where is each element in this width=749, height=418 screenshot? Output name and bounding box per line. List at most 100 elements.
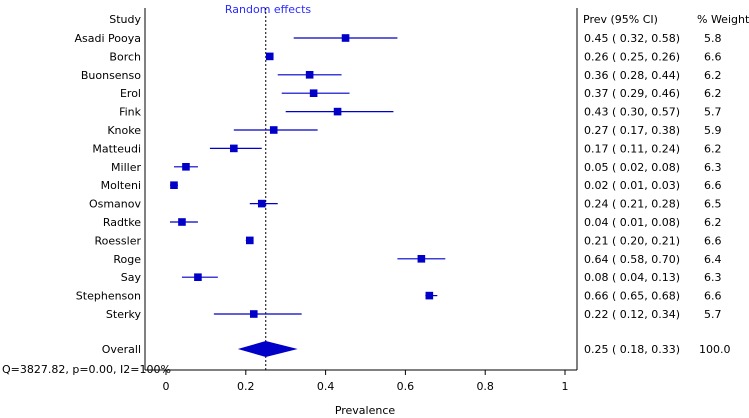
estimate-marker: [194, 273, 202, 281]
prev-ci-value: 0.43 ( 0.30, 0.57): [584, 106, 680, 119]
estimate-marker: [245, 236, 254, 245]
estimate-marker: [170, 181, 178, 189]
study-row: Buonsenso 0.36 ( 0.28, 0.44) 6.2: [81, 69, 722, 82]
study-name: Stephenson: [76, 290, 141, 303]
prev-ci-value: 0.02 ( 0.01, 0.03): [584, 179, 680, 192]
estimate-marker: [417, 255, 426, 263]
prev-ci-value: 0.08 ( 0.04, 0.13): [584, 271, 680, 284]
study-name: Buonsenso: [81, 69, 141, 82]
prev-ci-value: 0.26 ( 0.25, 0.26): [584, 50, 680, 63]
estimate-marker: [333, 107, 342, 116]
study-row: Osmanov 0.24 ( 0.21, 0.28) 6.5: [89, 198, 722, 211]
x-tick-label: 0.8: [476, 380, 494, 393]
prev-ci-value: 0.05 ( 0.02, 0.08): [584, 161, 680, 174]
study-row: Miller 0.05 ( 0.02, 0.08) 6.3: [111, 161, 721, 174]
prev-ci-value: 0.04 ( 0.01, 0.08): [584, 216, 680, 229]
overall-label: Overall: [102, 343, 141, 356]
study-name: Sterky: [106, 308, 142, 321]
x-tick-label: 0.6: [397, 380, 415, 393]
study-row: Fink 0.43 ( 0.30, 0.57) 5.7: [119, 106, 721, 119]
estimate-marker: [305, 71, 314, 79]
x-tick-label: 0: [163, 380, 170, 393]
estimate-marker: [178, 218, 186, 226]
estimate-marker: [230, 144, 238, 153]
weight-value: 5.7: [704, 106, 722, 119]
prev-ci-value: 0.27 ( 0.17, 0.38): [584, 124, 680, 137]
study-rows: Asadi Pooya 0.45 ( 0.32, 0.58) 5.8 Borch 0.2…: [75, 32, 722, 321]
study-row: Erol 0.37 ( 0.29, 0.46) 6.2: [120, 87, 722, 100]
study-row: Borch 0.26 ( 0.25, 0.26) 6.6: [109, 50, 721, 63]
x-tick-label: 1: [562, 380, 569, 393]
estimate-marker: [341, 34, 350, 42]
study-row: Say 0.08 ( 0.04, 0.13) 6.3: [121, 271, 722, 284]
weight-header: % Weight: [697, 13, 749, 26]
overall-prev-ci-value: 0.25 ( 0.18, 0.33): [584, 343, 680, 356]
prev-ci-value: 0.22 ( 0.12, 0.34): [584, 308, 680, 321]
weight-value: 6.2: [704, 216, 722, 229]
estimate-marker: [309, 89, 318, 97]
estimate-marker: [425, 291, 434, 300]
study-name: Miller: [111, 161, 141, 174]
x-tick-label: 0.2: [237, 380, 255, 393]
estimate-marker: [182, 163, 190, 171]
weight-value: 6.6: [704, 290, 722, 303]
estimate-marker: [257, 199, 266, 208]
study-name: Molteni: [101, 179, 141, 192]
prev-ci-value: 0.17 ( 0.11, 0.24): [584, 142, 680, 155]
overall-diamond: [237, 341, 298, 357]
study-name: Roge: [113, 253, 141, 266]
weight-value: 6.2: [704, 87, 722, 100]
study-row: Roessler 0.21 ( 0.20, 0.21) 6.6: [95, 234, 722, 247]
weight-value: 6.6: [704, 50, 722, 63]
weight-value: 6.3: [704, 161, 722, 174]
study-row: Asadi Pooya 0.45 ( 0.32, 0.58) 5.8: [75, 32, 722, 45]
weight-value: 6.2: [704, 142, 722, 155]
x-axis: 0 0.2 0.4 0.6 0.8 1: [163, 370, 569, 393]
study-row: Stephenson 0.66 ( 0.65, 0.68) 6.6: [76, 290, 722, 303]
weight-value: 6.5: [704, 198, 722, 211]
weight-value: 6.6: [704, 234, 722, 247]
estimate-marker: [269, 126, 278, 134]
study-row: Roge 0.64 ( 0.58, 0.70) 6.4: [113, 253, 721, 266]
prev-header: Prev (95% CI): [583, 13, 658, 26]
study-row: Sterky 0.22 ( 0.12, 0.34) 5.7: [106, 308, 722, 321]
study-name: Radtke: [103, 216, 141, 229]
study-name: Say: [121, 271, 142, 284]
prev-ci-value: 0.37 ( 0.29, 0.46): [584, 87, 680, 100]
study-name: Matteudi: [92, 142, 141, 155]
chart-title: Random effects: [225, 3, 312, 16]
x-tick-label: 0.4: [317, 380, 335, 393]
estimate-marker: [249, 310, 258, 318]
prev-ci-value: 0.45 ( 0.32, 0.58): [584, 32, 680, 45]
prev-ci-value: 0.64 ( 0.58, 0.70): [584, 253, 680, 266]
weight-value: 6.4: [704, 253, 722, 266]
study-row: Matteudi 0.17 ( 0.11, 0.24) 6.2: [92, 142, 721, 155]
overall-weight-value: 100.0: [699, 343, 731, 356]
study-row: Molteni 0.02 ( 0.01, 0.03) 6.6: [101, 179, 722, 192]
weight-value: 6.6: [704, 179, 722, 192]
estimate-marker: [265, 52, 274, 61]
prev-ci-value: 0.21 ( 0.20, 0.21): [584, 234, 680, 247]
study-name: Asadi Pooya: [75, 32, 141, 45]
study-name: Fink: [119, 106, 142, 119]
study-row: Knoke 0.27 ( 0.17, 0.38) 5.9: [107, 124, 721, 137]
study-name: Osmanov: [89, 198, 142, 211]
overall-row: Overall 0.25 ( 0.18, 0.33) 100.0: [102, 341, 731, 357]
x-axis-label: Prevalence: [335, 404, 396, 417]
study-row: Radtke 0.04 ( 0.01, 0.08) 6.2: [103, 216, 722, 229]
study-name: Knoke: [107, 124, 141, 137]
study-name: Borch: [109, 50, 141, 63]
study-header: Study: [109, 13, 141, 26]
prev-ci-value: 0.24 ( 0.21, 0.28): [584, 198, 680, 211]
weight-value: 6.2: [704, 69, 722, 82]
weight-value: 5.9: [704, 124, 722, 137]
heterogeneity-stats: Q=3827.82, p=0.00, I2=100%: [2, 363, 171, 376]
weight-value: 6.3: [704, 271, 722, 284]
weight-value: 5.7: [704, 308, 722, 321]
prev-ci-value: 0.66 ( 0.65, 0.68): [584, 290, 680, 303]
study-name: Roessler: [95, 234, 142, 247]
weight-value: 5.8: [704, 32, 722, 45]
study-name: Erol: [120, 87, 141, 100]
prev-ci-value: 0.36 ( 0.28, 0.44): [584, 69, 680, 82]
